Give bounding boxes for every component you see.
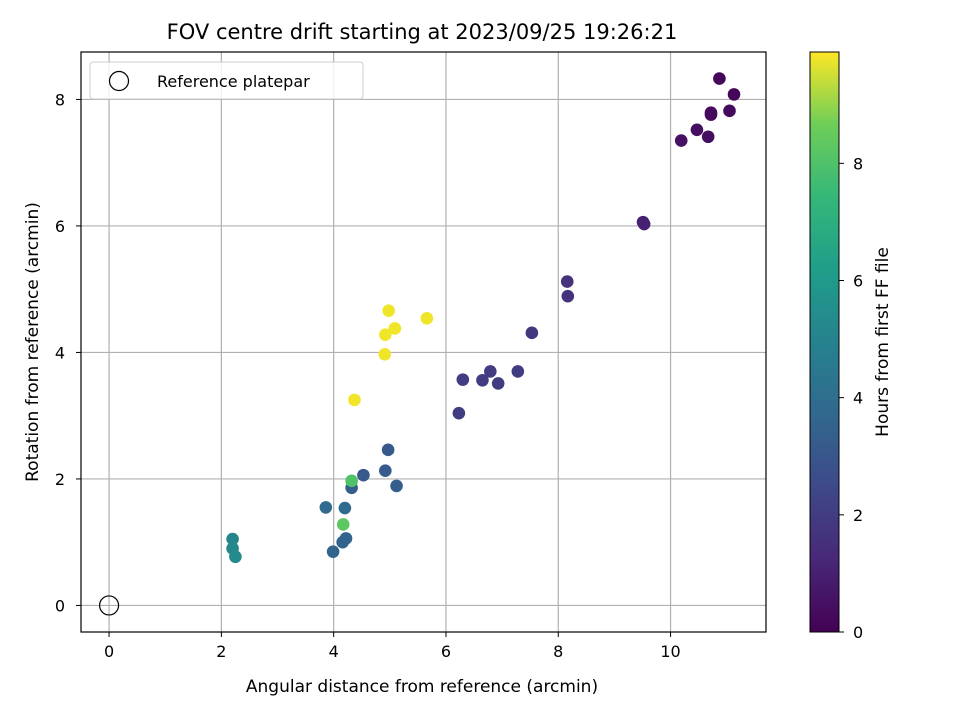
data-point [336,518,350,531]
legend-marker-icon [108,70,130,92]
data-point [226,532,239,546]
data-point [561,289,575,303]
x-tick-label: 8 [553,642,563,661]
colorbar-label: Hours from first FF file [873,247,893,437]
plot-frame [80,51,767,633]
colorbar-tick-label: 8 [853,154,863,173]
x-tick-label: 0 [104,642,114,661]
data-point [345,474,358,488]
x-tick-label: 6 [441,642,451,661]
data-point [338,501,352,515]
data-point [701,130,715,144]
y-axis-ticks: 0 2 4 6 8 [55,90,81,615]
data-point [381,443,395,457]
data-point [704,108,718,121]
data-point [339,532,353,545]
data-point [525,326,539,340]
data-point [319,501,333,514]
data-point [390,479,403,493]
data-point [229,550,242,564]
data-point [326,545,340,558]
scatter-points [226,72,741,564]
data-point [723,104,736,118]
y-tick-label: 8 [55,90,65,109]
colorbar-gradient [810,52,839,632]
data-point [713,72,726,85]
x-axis-ticks: 0 2 4 6 8 10 [104,632,681,661]
data-point [491,377,505,390]
data-point [727,88,741,101]
y-axis-label: Rotation from reference (arcmin) [23,202,43,482]
data-point [420,311,434,325]
chart-title: FOV centre drift starting at 2023/09/25 … [167,20,678,44]
legend-entry-reference: Reference platepar [157,72,310,91]
legend-box [89,61,364,100]
colorbar-tick-label: 0 [853,623,863,642]
colorbar-ticks: 0 2 4 6 8 [839,154,863,642]
grid-lines [81,52,766,632]
x-tick-label: 4 [329,642,339,661]
data-point [379,328,392,342]
colorbar-tick-label: 4 [853,389,863,408]
data-point [357,468,370,482]
data-point [378,348,392,361]
data-point [348,393,361,407]
x-axis-label: Angular distance from reference (arcmin) [246,677,598,697]
data-point [476,373,489,387]
x-tick-label: 10 [660,642,680,661]
data-point [456,373,470,386]
data-point [388,322,402,335]
y-tick-label: 2 [55,470,65,489]
legend: Reference platepar [89,61,364,100]
data-point [690,123,704,137]
data-point [382,304,395,317]
y-tick-label: 6 [55,217,65,236]
data-point [637,217,651,231]
data-point [484,365,497,378]
data-point [560,275,574,288]
data-point [674,134,688,147]
x-tick-label: 2 [216,642,226,661]
data-point [452,406,466,420]
reference-marker-group [98,595,120,616]
reference-platepar-marker [98,595,120,616]
colorbar: 0 2 4 6 8 Hours from first FF file [809,51,893,642]
data-point [511,365,525,378]
colorbar-frame [809,51,840,633]
colorbar-tick-label: 6 [853,271,863,290]
data-point [379,464,392,478]
y-tick-label: 4 [55,343,65,362]
colorbar-tick-label: 2 [853,506,863,525]
y-tick-label: 0 [55,596,65,615]
